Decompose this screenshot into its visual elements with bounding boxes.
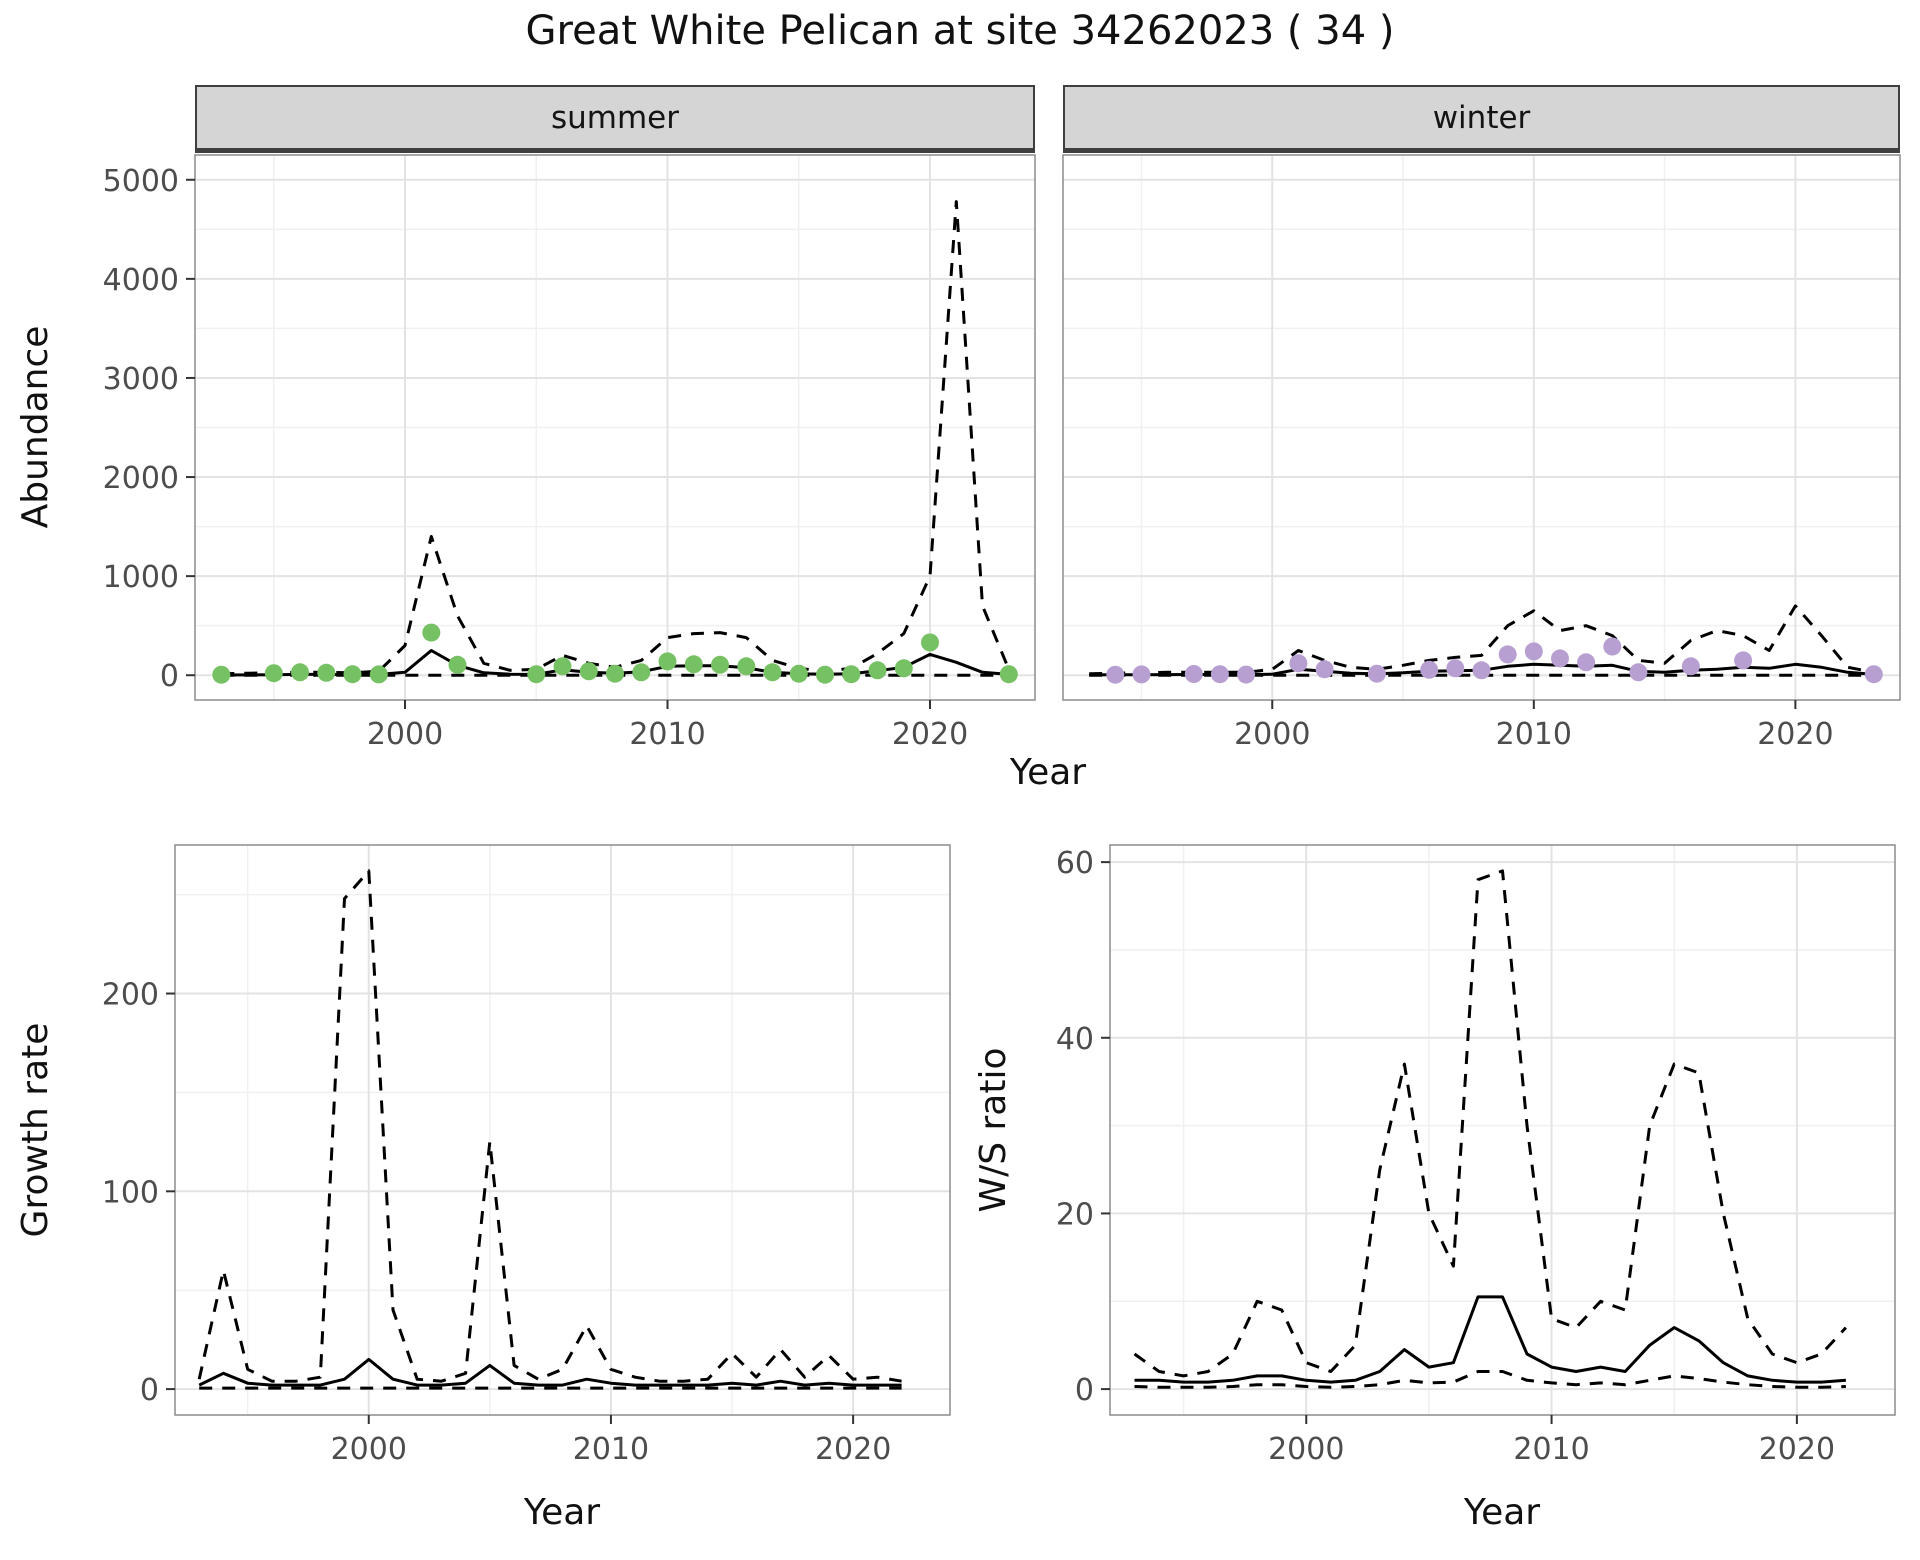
svg-text:1000: 1000 <box>103 560 179 595</box>
svg-text:2020: 2020 <box>892 717 968 752</box>
svg-text:2000: 2000 <box>1234 717 1310 752</box>
svg-text:0: 0 <box>140 1373 159 1408</box>
svg-text:0: 0 <box>160 659 179 694</box>
winter-abundance-chart: 2000 2010 2020 <box>1062 154 1901 752</box>
svg-text:2020: 2020 <box>1757 717 1833 752</box>
svg-text:2020: 2020 <box>1759 1432 1835 1467</box>
ws-ratio-chart: 2000 2010 2020 0 20 40 60 <box>1056 844 1896 1467</box>
svg-text:2000: 2000 <box>1268 1432 1344 1467</box>
svg-text:0: 0 <box>1075 1373 1094 1408</box>
svg-text:2000: 2000 <box>103 461 179 496</box>
svg-text:20: 20 <box>1056 1197 1094 1232</box>
svg-text:5000: 5000 <box>103 164 179 199</box>
year-axis-label-ratio: Year <box>1463 1492 1541 1533</box>
year-axis-label-top: Year <box>1009 752 1087 793</box>
svg-text:2010: 2010 <box>1496 717 1572 752</box>
svg-text:2010: 2010 <box>629 717 705 752</box>
svg-text:40: 40 <box>1056 1022 1094 1057</box>
svg-text:200: 200 <box>102 978 159 1013</box>
svg-text:2000: 2000 <box>367 717 443 752</box>
summer-abundance-chart: 2000 2010 2020 0 1000 2000 3000 4000 5000 <box>103 154 1036 752</box>
svg-text:3000: 3000 <box>103 362 179 397</box>
facet-strip-winter: winter <box>1063 85 1900 153</box>
year-axis-label-growth: Year <box>523 1492 601 1533</box>
svg-text:2010: 2010 <box>573 1432 649 1467</box>
growth-rate-chart: 2000 2010 2020 0 100 200 <box>102 844 951 1467</box>
svg-text:2020: 2020 <box>815 1432 891 1467</box>
figure-title: Great White Pelican at site 34262023 ( 3… <box>525 8 1395 54</box>
facet-strip-summer: summer <box>195 85 1035 153</box>
svg-text:2010: 2010 <box>1513 1432 1589 1467</box>
svg-text:100: 100 <box>102 1175 159 1210</box>
svg-text:60: 60 <box>1056 846 1094 881</box>
svg-text:2000: 2000 <box>331 1432 407 1467</box>
svg-text:4000: 4000 <box>103 263 179 298</box>
